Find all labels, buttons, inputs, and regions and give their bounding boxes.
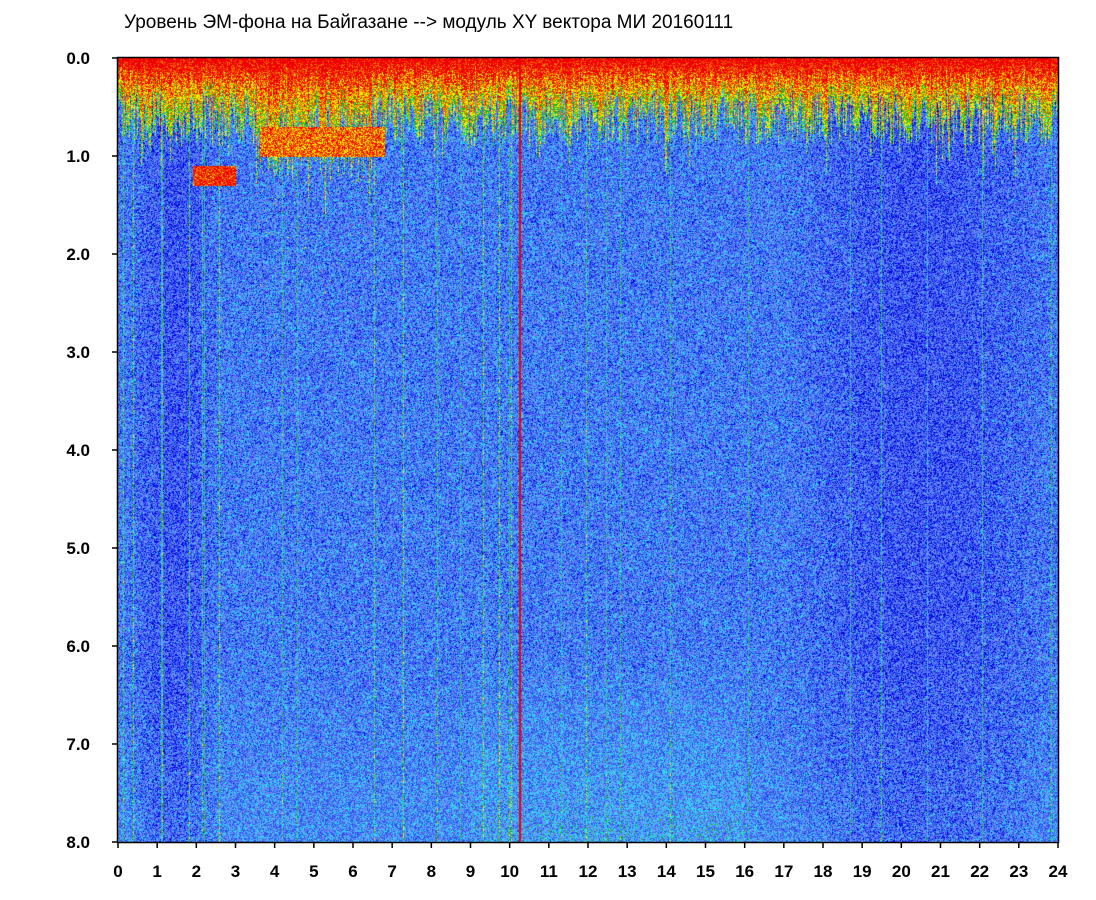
x-tick-label: 4 [270, 862, 280, 881]
y-tick-label: 7.0 [66, 735, 90, 754]
x-tick-label: 10 [500, 862, 519, 881]
x-tick-label: 20 [892, 862, 911, 881]
x-tick-label: 8 [427, 862, 436, 881]
x-tick-label: 21 [931, 862, 950, 881]
x-tick-label: 13 [618, 862, 637, 881]
y-tick-label: 1.0 [66, 147, 90, 166]
y-axis: 0.0 1.0 2.0 3.0 4.0 5.0 6.0 7.0 8.0 [66, 49, 118, 852]
chart-title: Уровень ЭМ-фона на Байгазане --> модуль … [124, 12, 733, 33]
x-tick-label: 16 [735, 862, 754, 881]
y-tick-label: 2.0 [66, 245, 90, 264]
x-tick-label: 14 [657, 862, 676, 881]
x-tick-label: 3 [231, 862, 240, 881]
x-tick-label: 15 [696, 862, 715, 881]
x-tick-label: 11 [540, 862, 558, 881]
y-tick-label: 6.0 [66, 637, 90, 656]
x-tick-label: 24 [1049, 862, 1068, 881]
y-tick-label: 4.0 [66, 441, 90, 460]
x-tick-label: 2 [192, 862, 201, 881]
y-tick-label: 0.0 [66, 49, 90, 68]
x-tick-label: 18 [814, 862, 833, 881]
x-tick-label: 6 [348, 862, 357, 881]
x-tick-label: 9 [466, 862, 475, 881]
heatmap-image [118, 58, 1058, 842]
plot-area [116, 56, 1060, 844]
x-tick-label: 1 [152, 862, 161, 881]
y-tick-label: 5.0 [66, 539, 90, 558]
x-tick-label: 19 [853, 862, 872, 881]
x-tick-label: 0 [113, 862, 122, 881]
y-tick-label: 3.0 [66, 343, 90, 362]
x-tick-label: 7 [387, 862, 396, 881]
x-axis: 0 1 2 3 4 5 6 7 8 9 10 11 12 13 14 15 16 17 18 19 20 21 22 23 24 [113, 842, 1068, 881]
y-tick-label: 8.0 [66, 833, 90, 852]
x-tick-label: 5 [309, 862, 318, 881]
x-tick-label: 12 [579, 862, 598, 881]
x-tick-label: 23 [1009, 862, 1028, 881]
x-tick-label: 22 [970, 862, 989, 881]
x-tick-label: 17 [774, 862, 793, 881]
